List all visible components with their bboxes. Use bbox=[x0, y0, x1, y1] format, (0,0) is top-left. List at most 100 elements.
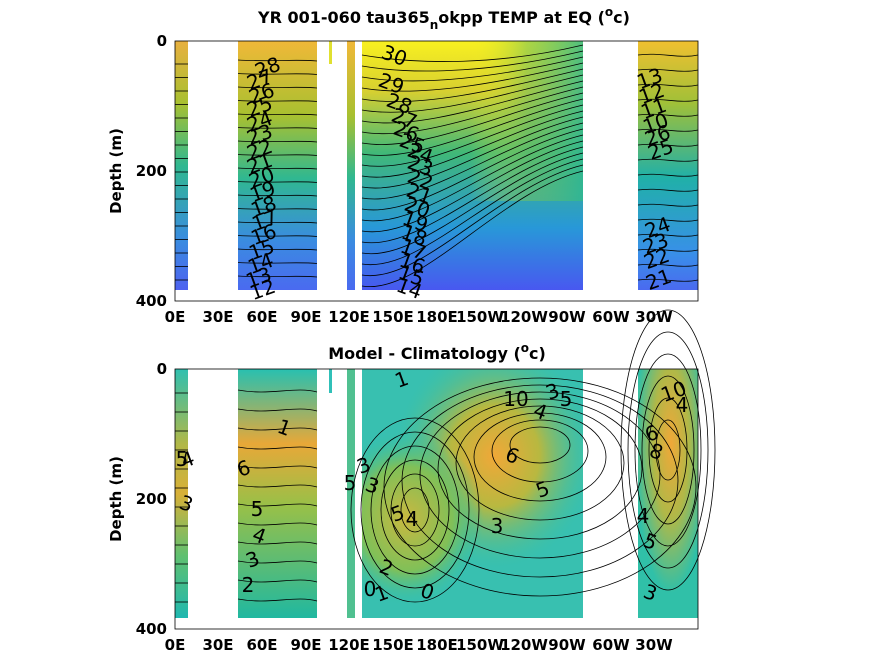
top-title: YR 001-060 tau365nokpp TEMP at EQ (oc) bbox=[257, 5, 630, 32]
top-contour-labels: 2827262524232221201918171615141312302928… bbox=[243, 40, 677, 305]
contour-line bbox=[361, 146, 584, 244]
x-tick-label: 30W bbox=[635, 636, 673, 654]
contour-line bbox=[237, 579, 318, 583]
x-tick-label: 90W bbox=[548, 308, 586, 326]
y-tick-label: 400 bbox=[136, 620, 167, 638]
contour-line bbox=[361, 122, 584, 200]
contour-line bbox=[637, 188, 699, 192]
contour-line bbox=[637, 218, 699, 222]
contour-line bbox=[237, 100, 318, 102]
y-tick-label: 400 bbox=[136, 292, 167, 310]
x-tick-label: 30E bbox=[202, 308, 233, 326]
contour-line bbox=[237, 262, 318, 264]
contour-line bbox=[637, 98, 699, 102]
contour-label: 4 bbox=[406, 507, 419, 531]
contour-line bbox=[361, 140, 584, 233]
contour-line bbox=[350, 417, 480, 603]
x-tick-label: 180E bbox=[416, 636, 458, 654]
x-tick-label: 150E bbox=[372, 636, 414, 654]
contour-line bbox=[437, 398, 643, 540]
contour-line bbox=[237, 235, 318, 237]
contour-line bbox=[237, 408, 318, 412]
x-tick-label: 30E bbox=[202, 636, 233, 654]
contour-line bbox=[361, 44, 584, 62]
contour-label: 5 bbox=[251, 497, 264, 521]
x-tick-label: 120W bbox=[500, 308, 548, 326]
top-field-pacific-east bbox=[470, 41, 583, 201]
x-tick-label: 60W bbox=[592, 636, 630, 654]
contour-label: 4 bbox=[637, 504, 650, 528]
contour-line bbox=[237, 541, 318, 545]
x-tick-label: 120W bbox=[500, 636, 548, 654]
x-tick-label: 150E bbox=[372, 308, 414, 326]
x-tick-label: 120E bbox=[328, 636, 370, 654]
contour-line bbox=[361, 62, 584, 92]
x-tick-label: 150W bbox=[456, 636, 504, 654]
contour-line bbox=[361, 116, 584, 189]
contour-line bbox=[361, 164, 584, 277]
contour-line bbox=[237, 522, 318, 526]
x-tick-label: 180E bbox=[416, 308, 458, 326]
contour-line bbox=[400, 487, 430, 533]
y-tick-label: 200 bbox=[136, 162, 167, 180]
contour-line bbox=[648, 397, 688, 503]
top-contours bbox=[175, 44, 699, 288]
contour-line bbox=[620, 309, 716, 591]
contour-line bbox=[361, 98, 584, 156]
contour-line bbox=[491, 419, 589, 483]
contour-line bbox=[637, 143, 699, 147]
contour-line bbox=[361, 128, 584, 211]
contour-line bbox=[237, 73, 318, 75]
contour-line bbox=[634, 353, 702, 547]
contour-line bbox=[637, 263, 699, 267]
contour-line bbox=[361, 104, 584, 167]
y-tick-label: 0 bbox=[157, 360, 167, 378]
contour-line bbox=[237, 113, 318, 116]
contour-line bbox=[637, 53, 699, 57]
contour-line bbox=[237, 446, 318, 450]
contour-line bbox=[237, 275, 318, 278]
contour-line bbox=[637, 173, 699, 177]
contour-line bbox=[237, 503, 318, 507]
contour-line bbox=[237, 140, 318, 143]
contour-line bbox=[380, 459, 450, 561]
x-tick-label: 90E bbox=[290, 636, 321, 654]
contour-label: 5 bbox=[560, 387, 573, 411]
bottom-axes-frame bbox=[174, 368, 699, 630]
contour-line bbox=[473, 412, 607, 502]
bottom-contours bbox=[175, 309, 716, 603]
contour-line bbox=[361, 74, 584, 113]
contour-line bbox=[237, 86, 318, 89]
x-tick-label: 30W bbox=[635, 308, 673, 326]
x-tick-label: 150W bbox=[456, 308, 504, 326]
contour-line bbox=[361, 50, 584, 72]
bot-field-strip bbox=[347, 369, 355, 618]
x-tick-label: 0E bbox=[165, 308, 186, 326]
contour-line bbox=[627, 331, 709, 569]
bot-field-pacific-west bbox=[362, 369, 583, 618]
top-panel: YR 001-060 tau365nokpp TEMP at EQ (oc) 2… bbox=[107, 5, 699, 326]
contour-line bbox=[237, 560, 318, 564]
contour-line bbox=[509, 426, 571, 464]
contour-line bbox=[237, 598, 318, 602]
contour-line bbox=[361, 158, 584, 266]
y-tick-label: 200 bbox=[136, 490, 167, 508]
contour-label: 2 bbox=[242, 573, 255, 597]
contour-line bbox=[641, 375, 695, 525]
contour-line bbox=[237, 59, 318, 62]
contour-label: 5 bbox=[176, 447, 189, 471]
contour-line bbox=[637, 233, 699, 237]
contour-line bbox=[401, 384, 679, 578]
contour-line bbox=[361, 68, 584, 103]
x-tick-label: 60E bbox=[246, 308, 277, 326]
contour-line bbox=[361, 110, 584, 178]
contour-line bbox=[361, 134, 584, 222]
top-field-atlantic bbox=[638, 41, 698, 290]
contour-line bbox=[237, 167, 318, 170]
x-tick-label: 60E bbox=[246, 636, 277, 654]
contour-line bbox=[361, 80, 584, 124]
bottom-title: Model - Climatology (oc) bbox=[328, 341, 546, 363]
contour-line bbox=[637, 203, 699, 207]
bot-field-sliver bbox=[329, 369, 332, 393]
